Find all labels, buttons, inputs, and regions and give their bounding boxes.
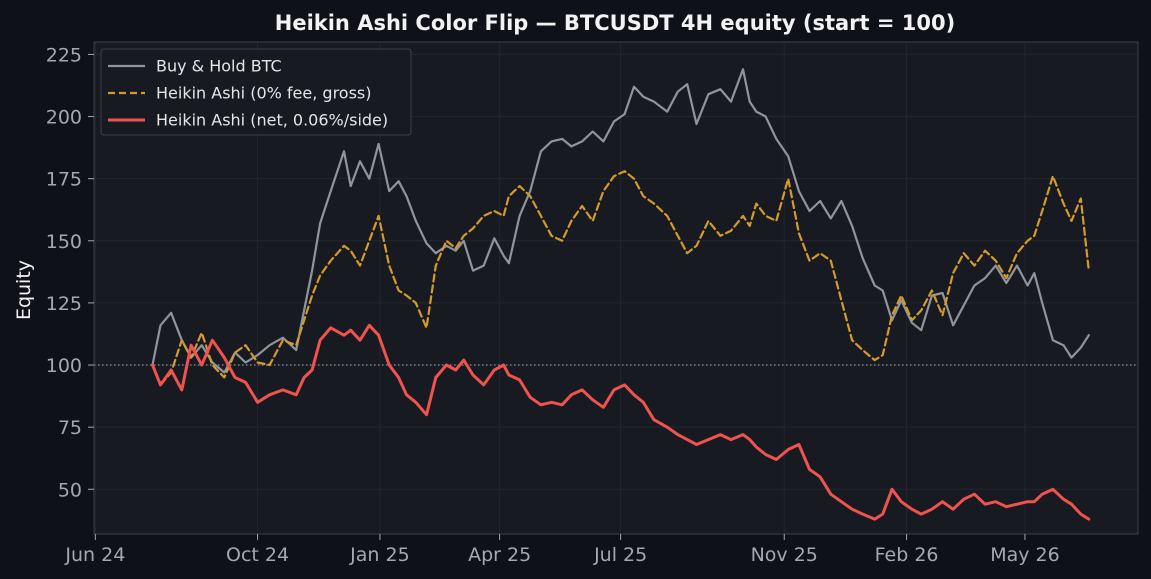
x-tick-label: Jan 25: [349, 544, 410, 566]
series-line-3: [151, 323, 1091, 521]
x-tick-label: Feb 26: [875, 544, 939, 566]
y-tick-label: 125: [46, 293, 82, 315]
y-tick-label: 100: [46, 355, 82, 377]
y-tick-label: 225: [46, 44, 82, 66]
legend: Buy & Hold BTC Heikin Ashi (0% fee, gross…: [100, 48, 412, 136]
x-tick-label: Apr 25: [468, 544, 531, 566]
y-tick-label: 200: [46, 107, 82, 129]
series-line-1: [151, 68, 1090, 374]
legend-label-2: Heikin Ashi (0% fee, gross): [156, 84, 372, 103]
legend-box: [100, 48, 412, 136]
legend-label-1: Buy & Hold BTC: [156, 57, 282, 76]
y-tick-label: 75: [58, 417, 82, 439]
series-line-2: [151, 170, 1090, 386]
x-tick-label: Nov 25: [751, 544, 818, 566]
series-layer: [151, 68, 1091, 521]
y-axis-label: Equity: [13, 260, 35, 320]
legend-label-3: Heikin Ashi (net, 0.06%/side): [156, 111, 388, 130]
plot-frame: [93, 41, 1139, 535]
x-tick-label: Jun 24: [64, 544, 125, 566]
axis-ticks: 50 75 100 125 150 175 200 225 Jun 24 Oct 24 Jan 25…: [46, 44, 1060, 566]
x-tick-label: May 26: [990, 544, 1060, 566]
x-tick-label: Jul 25: [593, 544, 647, 566]
y-tick-label: 50: [58, 479, 82, 501]
x-tick-label: Oct 24: [226, 544, 289, 566]
y-tick-label: 175: [46, 169, 82, 191]
y-tick-label: 150: [46, 231, 82, 253]
chart-title: Heikin Ashi Color Flip — BTCUSDT 4H equi…: [275, 11, 955, 35]
